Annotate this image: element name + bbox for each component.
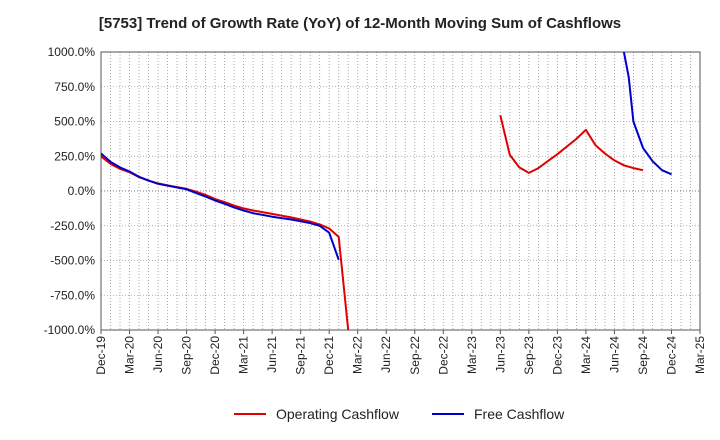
x-tick-label: Jun-24 — [607, 336, 621, 373]
x-tick-label: Mar-25 — [693, 336, 707, 374]
x-tick-label: Dec-23 — [550, 336, 564, 375]
x-tick-label: Dec-19 — [94, 336, 108, 375]
x-tick-label: Mar-20 — [123, 336, 137, 374]
y-tick-label: 750.0% — [54, 80, 95, 94]
y-tick-label: 0.0% — [68, 184, 96, 198]
x-tick-label: Sep-24 — [636, 336, 650, 375]
legend-free-cashflow-label: Free Cashflow — [474, 406, 565, 422]
y-tick-label: -750.0% — [50, 288, 95, 302]
x-tick-label: Jun-23 — [493, 336, 507, 373]
x-tick-label: Mar-21 — [237, 336, 251, 374]
x-tick-label: Sep-23 — [522, 336, 536, 375]
chart-title: [5753] Trend of Growth Rate (YoY) of 12-… — [98, 15, 622, 32]
series-line-free-cashflow — [101, 52, 672, 261]
y-tick-label: 500.0% — [54, 115, 95, 129]
x-tick-label: Mar-24 — [579, 336, 593, 374]
legend-operating-cashflow-label: Operating Cashflow — [276, 406, 400, 422]
x-tick-label: Dec-20 — [208, 336, 222, 375]
y-tick-label: 250.0% — [54, 149, 95, 163]
y-tick-label: 1000.0% — [48, 45, 96, 59]
x-tick-label: Mar-22 — [351, 336, 365, 374]
x-tick-label: Dec-22 — [436, 336, 450, 375]
x-tick-label: Dec-24 — [664, 336, 678, 375]
x-tick-label: Jun-22 — [379, 336, 393, 373]
y-tick-label: -1000.0% — [44, 323, 96, 337]
x-tick-label: Sep-21 — [294, 336, 308, 375]
y-tick-label: -250.0% — [50, 219, 95, 233]
y-tick-label: -500.0% — [50, 254, 95, 268]
x-tick-label: Sep-20 — [180, 336, 194, 375]
x-tick-label: Dec-21 — [322, 336, 336, 375]
plot-border — [100, 51, 701, 331]
x-tick-label: Jun-20 — [151, 336, 165, 373]
x-tick-label: Sep-22 — [408, 336, 422, 375]
x-tick-label: Mar-23 — [465, 336, 479, 374]
x-tick-label: Jun-21 — [265, 336, 279, 373]
